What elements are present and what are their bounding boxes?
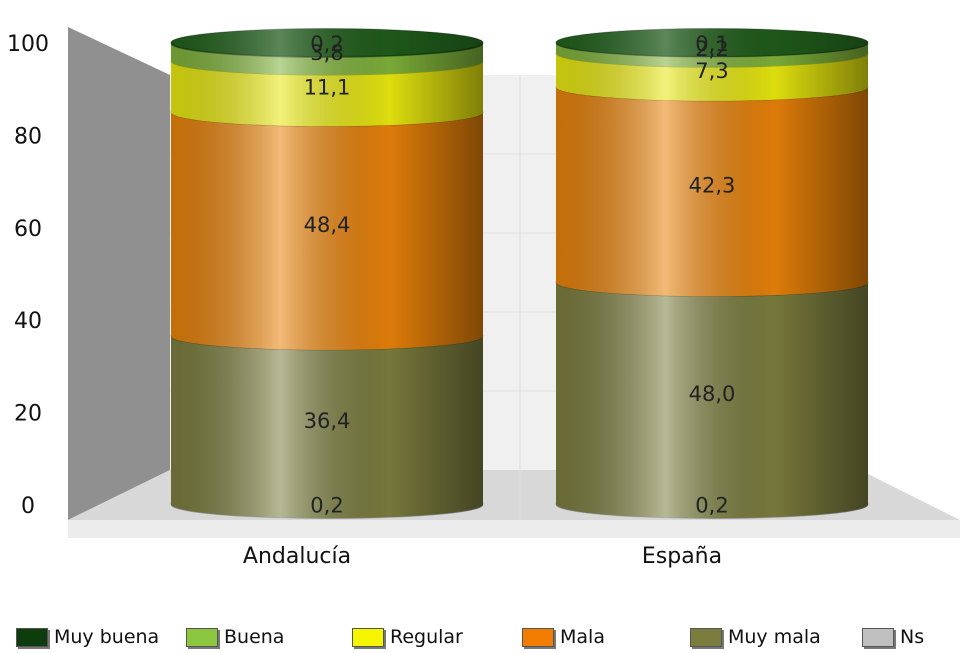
legend-label: Buena bbox=[224, 626, 285, 648]
bar-shading bbox=[171, 112, 483, 350]
y-tick-label: 20 bbox=[14, 402, 42, 427]
bar-shading bbox=[556, 282, 868, 519]
bar-shading bbox=[171, 61, 483, 127]
legend-item: Muy mala bbox=[690, 622, 821, 652]
data-label: 3,8 bbox=[310, 41, 343, 65]
legend-item: Muy buena bbox=[16, 622, 159, 652]
legend-swatch bbox=[690, 627, 722, 647]
bar-shading bbox=[171, 335, 483, 519]
y-tick-label: 80 bbox=[14, 124, 42, 149]
data-label: 48,0 bbox=[689, 382, 736, 406]
y-tick-label: 40 bbox=[14, 309, 42, 334]
data-label: 42,3 bbox=[689, 174, 736, 198]
floor-edge bbox=[68, 520, 960, 538]
legend-label: Muy buena bbox=[54, 626, 160, 648]
data-label: 2,2 bbox=[695, 37, 728, 61]
legend-item: Ns bbox=[862, 622, 924, 652]
x-tick-label: España bbox=[642, 544, 722, 569]
legend-swatch bbox=[16, 627, 48, 647]
bar-top-shading bbox=[171, 28, 483, 57]
x-tick-label: Andalucía bbox=[243, 544, 351, 569]
y-tick-label: 100 bbox=[7, 32, 49, 57]
legend-label: Muy mala bbox=[728, 626, 821, 648]
bar-segment bbox=[555, 28, 869, 58]
y-tick-label: 0 bbox=[21, 494, 35, 519]
legend-label: Ns bbox=[900, 626, 925, 648]
data-label: 0,2 bbox=[310, 32, 343, 56]
bar-top-shading bbox=[556, 28, 868, 57]
data-label: 48,4 bbox=[304, 213, 351, 237]
bar-shading bbox=[556, 86, 868, 297]
left-wall bbox=[68, 27, 170, 520]
data-label: 0,2 bbox=[310, 494, 343, 518]
legend-item: Regular bbox=[352, 622, 463, 652]
legend-label: Regular bbox=[390, 626, 463, 648]
y-axis: 0 20 40 60 80 100 bbox=[7, 32, 49, 519]
bars: 0,236,448,411,13,80,20,248,042,37,32,20,… bbox=[170, 28, 869, 519]
legend-item: Mala bbox=[522, 622, 605, 652]
data-label: 36,4 bbox=[304, 409, 351, 433]
legend-swatch bbox=[522, 627, 554, 647]
bar-segment bbox=[170, 28, 484, 58]
x-axis: Andalucía España bbox=[243, 544, 722, 569]
y-tick-label: 60 bbox=[14, 217, 42, 242]
bar-stack: 0,236,448,411,13,80,2 bbox=[170, 28, 484, 519]
bar-stack: 0,2 48,0 42,3 7,32,20,1 bbox=[555, 28, 869, 519]
legend: Muy buena Buena Regular Mala Muy mala Ns bbox=[0, 622, 963, 652]
legend-swatch bbox=[186, 627, 218, 647]
data-label: 7,3 bbox=[695, 59, 728, 83]
bar-segment bbox=[170, 97, 484, 350]
data-label: 0,2 bbox=[695, 494, 728, 518]
legend-label: Mala bbox=[560, 626, 605, 648]
legend-item: Buena bbox=[186, 622, 284, 652]
legend-swatch bbox=[352, 627, 384, 647]
legend-swatch bbox=[862, 627, 894, 647]
data-label: 0,1 bbox=[695, 32, 728, 56]
data-label: 11,1 bbox=[304, 76, 351, 100]
